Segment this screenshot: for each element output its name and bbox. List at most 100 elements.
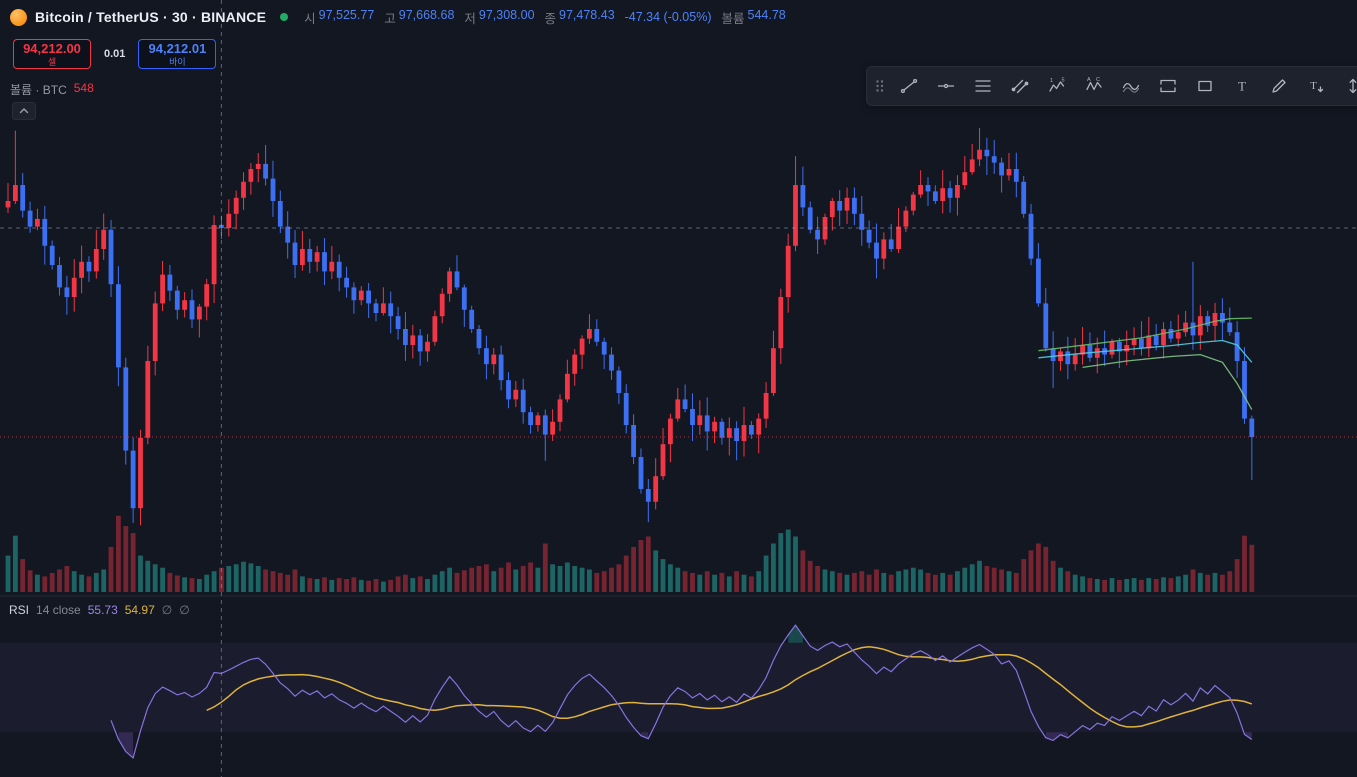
- volume-bar: [778, 533, 784, 592]
- volume-bar: [506, 562, 511, 592]
- horizontal-line-tool[interactable]: [927, 71, 964, 101]
- drag-handle[interactable]: [870, 71, 890, 101]
- candle: [896, 226, 901, 249]
- candle: [42, 218, 48, 246]
- volume-bar: [1168, 578, 1174, 592]
- candle: [373, 303, 379, 313]
- candle: [616, 370, 622, 393]
- volume-bar: [815, 566, 820, 592]
- candle: [241, 181, 246, 198]
- candle: [918, 185, 923, 195]
- trend-line-tool[interactable]: [890, 71, 927, 101]
- candle: [197, 306, 202, 320]
- sell-button[interactable]: 94,212.00 셀: [13, 39, 91, 69]
- price-range-tool[interactable]: [1334, 71, 1357, 101]
- candle: [167, 274, 173, 291]
- symbol-header: Bitcoin / TetherUS · 30 · BINANCE 시 97,52…: [0, 0, 786, 34]
- candle: [888, 239, 894, 249]
- volume-bar: [174, 575, 180, 592]
- svg-text:T: T: [1238, 79, 1246, 94]
- candle: [270, 178, 276, 201]
- candle: [749, 425, 754, 435]
- symbol-logo-icon[interactable]: [10, 8, 27, 26]
- candle: [910, 194, 916, 211]
- volume-bar: [793, 536, 798, 592]
- volume-bar: [874, 569, 879, 592]
- candle: [1161, 329, 1166, 345]
- volume-indicator-label: 볼륨 · BTC 548: [10, 81, 94, 98]
- volume-bar: [300, 576, 305, 592]
- svg-text:C: C: [1096, 77, 1100, 83]
- volume-bar: [1197, 572, 1203, 592]
- collapse-pane-button[interactable]: [12, 102, 36, 120]
- candle: [447, 271, 452, 294]
- candle: [27, 210, 33, 227]
- volume-bar: [366, 580, 371, 592]
- candle: [1227, 322, 1233, 333]
- candle: [1153, 335, 1159, 345]
- ma-green-lower-line: [1082, 353, 1253, 410]
- candle: [785, 245, 791, 297]
- rectangle-icon: [1197, 80, 1212, 92]
- volume-bar: [800, 550, 806, 592]
- rectangle-tool[interactable]: [1186, 71, 1223, 101]
- candle: [1131, 338, 1137, 345]
- svg-text:A: A: [1087, 77, 1091, 83]
- volume-bar: [999, 569, 1004, 592]
- volume-label: 볼륨: [721, 11, 745, 26]
- volume-bar: [881, 572, 887, 592]
- candle: [1234, 332, 1240, 361]
- volume-bar: [469, 567, 475, 592]
- candle: [933, 191, 938, 201]
- candle: [1021, 181, 1027, 214]
- volume-bar: [5, 555, 11, 592]
- volume-bar: [248, 563, 254, 592]
- parallel-channel-tool[interactable]: [1001, 71, 1038, 101]
- volume-bar: [476, 566, 482, 592]
- volume-bar: [101, 569, 107, 592]
- candle: [86, 261, 92, 272]
- volume-bar: [682, 571, 688, 592]
- volume-bar: [719, 572, 725, 592]
- long-position-tool[interactable]: [1149, 71, 1186, 101]
- volume-bar: [918, 569, 923, 592]
- volume-bar: [520, 566, 526, 592]
- volume-bar: [1183, 574, 1188, 592]
- brush-tool[interactable]: [1260, 71, 1297, 101]
- candle: [417, 335, 423, 352]
- fib-retracement-tool[interactable]: [964, 71, 1001, 101]
- anchored-text-tool[interactable]: T: [1297, 71, 1334, 101]
- candle: [844, 197, 850, 211]
- volume-bar: [71, 571, 77, 592]
- volume-bar: [844, 574, 850, 592]
- text-tool[interactable]: T: [1223, 71, 1260, 101]
- candles-group: [5, 128, 1255, 526]
- volume-bar: [432, 574, 438, 592]
- volume-bar: [79, 574, 84, 592]
- symbol-title[interactable]: Bitcoin / TetherUS · 30 · BINANCE: [35, 9, 267, 25]
- buy-button[interactable]: 94,212.01 바이: [138, 39, 217, 69]
- candle: [138, 437, 143, 509]
- candle: [623, 393, 629, 425]
- volume-bar: [498, 567, 504, 592]
- volume-bar: [807, 560, 813, 592]
- price-range-icon: [1349, 78, 1356, 94]
- svg-text:1: 1: [1050, 78, 1053, 84]
- candle: [903, 210, 909, 227]
- volume-bar: [1175, 576, 1181, 592]
- volume-bar: [1131, 578, 1137, 592]
- candle: [336, 261, 342, 278]
- volume-bar: [697, 574, 703, 592]
- candle: [64, 287, 70, 297]
- curve-tool[interactable]: [1112, 71, 1149, 101]
- volume-bar: [35, 574, 40, 592]
- candle: [631, 425, 636, 457]
- volume-bar: [763, 555, 769, 592]
- volume-bar: [925, 572, 931, 592]
- candle: [35, 218, 40, 227]
- volume-bar: [1205, 574, 1211, 592]
